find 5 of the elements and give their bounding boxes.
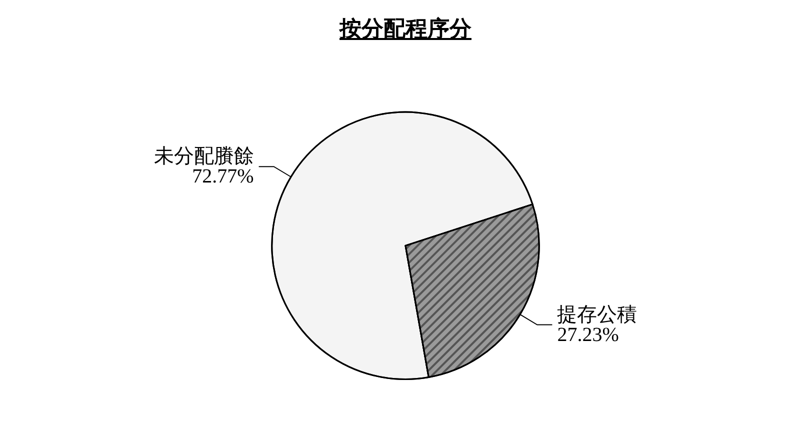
slice-label: 未分配賸餘	[154, 146, 254, 168]
slice-label: 提存公積	[557, 304, 638, 326]
data-label: 27.23%	[557, 324, 619, 346]
data-label: 72.77%	[192, 166, 254, 188]
chart-title: 按分配程序分	[338, 15, 472, 44]
